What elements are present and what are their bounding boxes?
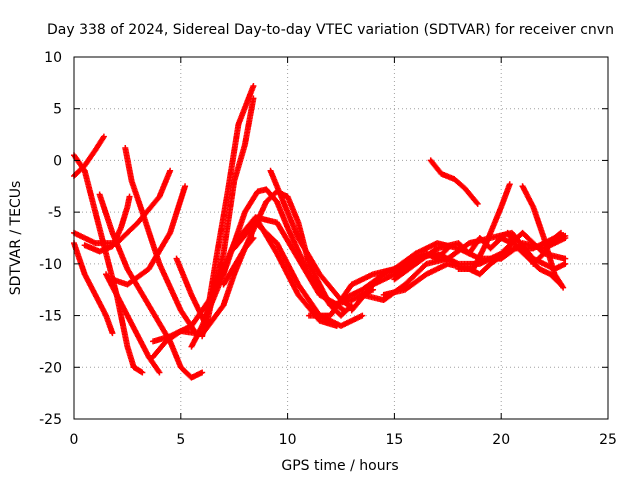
plot-frame: [73, 56, 609, 420]
y-tick-label: -20: [39, 360, 62, 376]
data-point: [167, 167, 174, 174]
series-arc-12: [173, 95, 257, 329]
series-arc-4: [71, 240, 116, 337]
data-point: [156, 369, 163, 376]
x-tick-label: 10: [279, 432, 297, 448]
y-tick-label: 5: [53, 102, 62, 118]
series-arc-23: [427, 157, 481, 207]
series-arc-5: [81, 193, 133, 255]
x-tick-label: 20: [492, 432, 510, 448]
series-arc-17: [252, 214, 340, 329]
data-point: [560, 284, 567, 291]
data-point: [100, 133, 107, 140]
data-point: [250, 82, 257, 89]
y-tick-label: 0: [53, 153, 62, 169]
data-point: [562, 232, 569, 239]
x-tick-label: 5: [176, 432, 185, 448]
x-tick-label: 15: [385, 432, 403, 448]
series-arc-16: [231, 219, 366, 329]
data-point: [558, 229, 565, 236]
x-tick-label: 25: [599, 432, 617, 448]
x-tick-label: 0: [70, 432, 79, 448]
data-point: [473, 199, 480, 206]
y-tick-label: -25: [39, 412, 62, 428]
series-arc-27: [530, 229, 565, 267]
series-arc-9: [109, 183, 189, 288]
y-axis-title: SDTVAR / TECUs: [8, 181, 24, 296]
data-point: [199, 369, 206, 376]
data-layer: [71, 82, 569, 381]
y-tick-label: -5: [48, 205, 62, 221]
series-arc-18: [267, 167, 355, 311]
series-arc-2: [71, 133, 107, 179]
data-point: [556, 230, 563, 237]
y-tick-label: -15: [39, 309, 62, 325]
series-arc-24: [455, 181, 513, 273]
data-point: [182, 183, 189, 190]
axis-ticks: 0 5 10 15 20 25 -25 -20 -15 -10 -5 0 5 10: [39, 50, 617, 448]
data-point: [474, 200, 481, 207]
series-arc-7: [122, 145, 201, 340]
data-point: [508, 240, 515, 247]
data-point: [333, 322, 340, 329]
data-point: [126, 193, 133, 200]
y-tick-label: -10: [39, 257, 62, 273]
series-arc-8: [103, 271, 163, 376]
series-arc-14: [199, 82, 257, 340]
series-arc-26: [519, 183, 567, 291]
data-point: [109, 330, 116, 337]
data-point: [359, 312, 366, 319]
data-point: [139, 369, 146, 376]
data-point: [562, 260, 569, 267]
data-point: [506, 181, 513, 188]
chart-title: Day 338 of 2024, Sidereal Day-to-day VTE…: [47, 22, 614, 38]
y-tick-label: 10: [44, 50, 62, 66]
x-axis-title: GPS time / hours: [281, 458, 398, 474]
series-arc-29: [391, 235, 515, 283]
data-point: [562, 255, 569, 262]
